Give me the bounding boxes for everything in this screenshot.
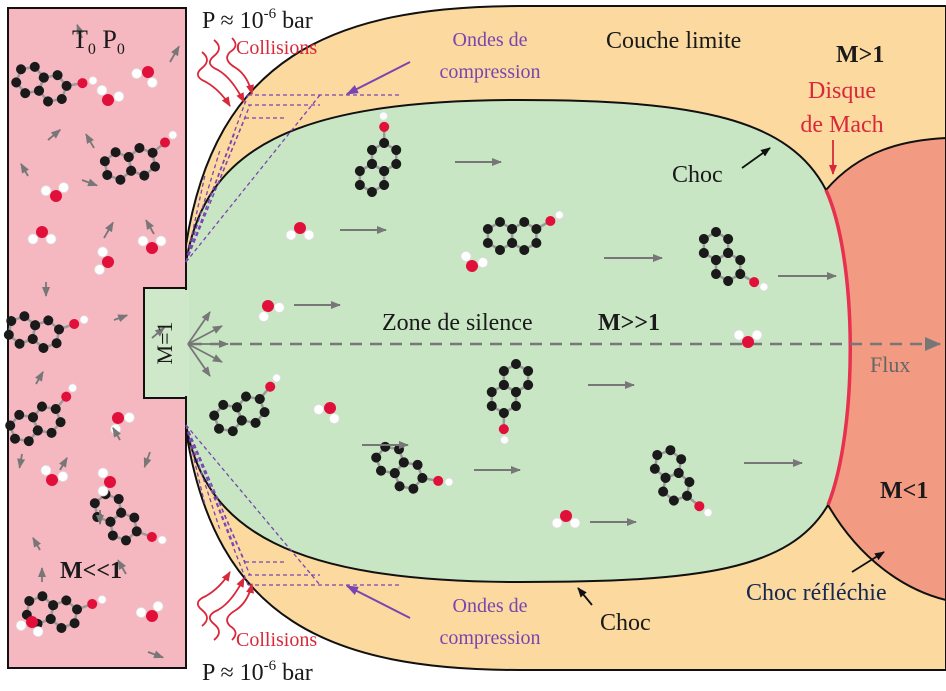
collision-arrows-bottom (196, 571, 254, 641)
zone-silence-label: Zone de silence (382, 310, 533, 336)
wavy-arrow-icon (196, 571, 231, 627)
water-molecule-icon (94, 246, 114, 276)
right-arrow-icon (76, 23, 85, 39)
nozzle-label: M=1 (152, 322, 177, 365)
collisions-bottom-label: Collisions (236, 629, 317, 651)
choc-right-arrow (741, 147, 771, 169)
disque-mach-line2: de Mach (800, 112, 883, 138)
water-molecule-icon (135, 600, 164, 622)
water-molecule-icon (733, 329, 763, 348)
ondes-bottom-line2: compression (439, 627, 540, 649)
right-arrow-icon (20, 163, 29, 177)
right-arrow-icon (169, 45, 180, 63)
m-much-greater-1-label: M>>1 (598, 310, 660, 336)
disque-mach-line1: Disque (808, 78, 876, 104)
ondes-bottom-line1: Ondes de (453, 595, 528, 617)
pressure-bottom-label: P ≈ 10-6 bar (202, 658, 313, 686)
ondes-top-line2: compression (439, 61, 540, 83)
wavy-arrow-icon (196, 51, 231, 107)
naphthalene-ring-icon (99, 130, 178, 185)
right-arrow-icon (47, 129, 62, 141)
m-greater-1-label: M>1 (836, 42, 884, 68)
water-molecule-icon (131, 66, 158, 88)
water-molecule-icon (97, 467, 116, 497)
collision-arrows-top (196, 37, 254, 107)
water-molecule-icon (96, 84, 125, 106)
expansion-fan-arrows (187, 311, 229, 377)
right-arrow-icon (143, 451, 152, 468)
pressure-top-label: P ≈ 10-6 bar (202, 6, 313, 34)
m-less-1-label: M<1 (880, 478, 928, 504)
naphthalene-ring-icon (5, 383, 78, 447)
ondes-top-line1: Ondes de (453, 29, 528, 51)
m-much-less-1-label: M<<1 (60, 558, 122, 584)
right-arrow-icon (117, 559, 127, 575)
naphthalene-ring-icon (209, 373, 282, 437)
choc-right-label: Choc (672, 162, 723, 188)
right-arrow-icon (81, 178, 98, 187)
water-molecule-icon (313, 402, 340, 424)
wavy-arrow-icon (226, 583, 254, 641)
mach-disk-line (824, 189, 852, 506)
water-molecule-icon (40, 182, 70, 202)
water-molecule-icon (27, 226, 57, 245)
compression-waves-bottom (185, 424, 400, 586)
naphthalene-ring-icon (89, 489, 167, 546)
water-molecule-icon (40, 464, 69, 486)
naphthalene-ring-icon (486, 359, 534, 445)
ondes-arrow-bottom (346, 585, 411, 619)
water-molecule-icon (137, 235, 167, 254)
right-arrow-icon (35, 371, 44, 385)
water-molecule-icon (460, 250, 489, 272)
right-arrow-icon (59, 457, 68, 471)
compression-waves-top (185, 94, 400, 263)
choc-bottom-label: Choc (600, 610, 651, 636)
flow-arrows-layer (17, 23, 837, 659)
naphthalene-ring-icon (354, 111, 402, 197)
naphthalene-ring-icon (649, 445, 713, 518)
wavy-arrow-icon (226, 37, 254, 95)
right-arrow-icon (147, 650, 164, 659)
flux-label: Flux (870, 352, 910, 377)
ondes-arrow-top (346, 61, 411, 95)
water-molecule-icon (285, 222, 315, 241)
right-arrow-icon (103, 221, 114, 239)
water-molecule-icon (15, 616, 44, 638)
wavy-arrow-icon (208, 39, 245, 103)
right-arrow-icon (151, 327, 166, 339)
molecules-layer (3, 61, 769, 638)
right-arrow-icon (32, 537, 41, 551)
wavy-arrow-icon (208, 577, 245, 641)
water-molecule-icon (551, 510, 581, 529)
choc-bottom-arrow (577, 587, 593, 606)
reservoir-conditions-label: T0 P0 (72, 25, 125, 58)
right-arrow-icon (113, 314, 129, 323)
naphthalene-ring-icon (371, 441, 454, 494)
naphthalene-ring-icon (3, 311, 89, 353)
naphthalene-ring-icon (11, 61, 98, 107)
naphthalene-ring-icon (698, 227, 769, 292)
choc-reflechie-arrow (851, 551, 885, 573)
right-arrow-icon (17, 453, 26, 469)
right-arrow-icon (85, 133, 95, 149)
collisions-top-label: Collisions (236, 37, 317, 59)
naphthalene-ring-icon (482, 210, 564, 255)
choc-reflechie-label: Choc réfléchie (746, 580, 887, 606)
right-arrow-icon (145, 219, 155, 235)
right-arrow-icon (112, 427, 121, 441)
couche-limite-label: Couche limite (606, 28, 741, 54)
water-molecule-icon (258, 300, 285, 322)
